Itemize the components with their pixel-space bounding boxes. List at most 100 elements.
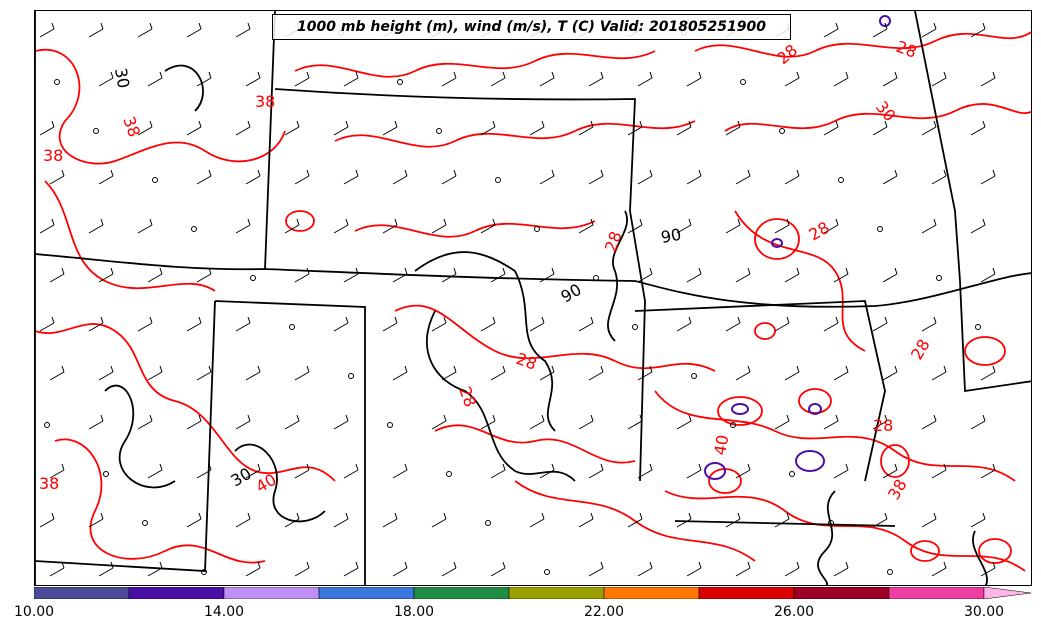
wind-barb	[333, 316, 349, 332]
wind-barb	[529, 316, 545, 332]
wind-barb	[49, 463, 65, 479]
wind-barb	[921, 218, 937, 234]
wind-barb	[980, 561, 996, 577]
wind-barb	[931, 71, 947, 87]
colorbar-cell	[413, 587, 510, 599]
wind-barb	[774, 414, 790, 430]
wind-barb	[441, 71, 457, 87]
wind-barb	[676, 218, 692, 234]
wind-barb	[431, 316, 447, 332]
colorbar-tick-label: 14.00	[203, 604, 245, 620]
wind-barb	[147, 267, 163, 283]
wind-barb	[833, 71, 849, 87]
wind-barb	[774, 316, 790, 332]
wind-barb	[725, 218, 741, 234]
wind-barb	[637, 267, 653, 283]
wind-barb	[529, 120, 545, 136]
wind-barb	[392, 561, 408, 577]
height-label: 30	[111, 66, 133, 89]
wind-barb	[637, 71, 653, 87]
temp-label: 28	[873, 416, 893, 435]
wind-barb	[392, 365, 408, 381]
wind-barb	[735, 365, 751, 381]
wind-barb	[39, 512, 55, 528]
wind-barb	[872, 120, 888, 136]
wind-barb	[343, 463, 359, 479]
wind-barb	[921, 512, 937, 528]
wind-barb	[686, 463, 702, 479]
wind-barb	[343, 169, 359, 185]
wind-barb	[774, 512, 790, 528]
wind-barb	[735, 169, 751, 185]
wind-barb	[490, 71, 506, 87]
wind-barb	[294, 365, 310, 381]
colorbar-cell	[698, 587, 795, 599]
wind-barb	[882, 365, 898, 381]
wind-barb	[137, 218, 153, 234]
wind-barb	[49, 267, 65, 283]
wind-barb	[147, 365, 163, 381]
wind-barb	[245, 71, 261, 87]
wind-barb	[970, 22, 986, 38]
wind-barb	[284, 512, 300, 528]
wind-barb	[833, 267, 849, 283]
calm-wind-marker	[485, 520, 491, 526]
colorbar-cell	[603, 587, 700, 599]
colorbar-cell	[223, 587, 320, 599]
wind-barb	[539, 463, 555, 479]
wind-barb	[784, 365, 800, 381]
wind-barb	[882, 267, 898, 283]
wind-barb	[235, 414, 251, 430]
wind-barb	[872, 316, 888, 332]
wind-barb	[637, 169, 653, 185]
colorbar-cell	[34, 587, 130, 599]
temp-label: 38	[119, 114, 144, 140]
wind-barb	[637, 561, 653, 577]
wind-barb	[39, 316, 55, 332]
wind-barb	[235, 512, 251, 528]
calm-wind-marker	[142, 520, 148, 526]
calm-wind-marker	[495, 177, 501, 183]
wind-barb	[98, 71, 114, 87]
wind-barb	[539, 169, 555, 185]
wind-barb	[186, 316, 202, 332]
wind-barb	[137, 120, 153, 136]
wind-barb	[98, 365, 114, 381]
calm-wind-marker	[534, 226, 540, 232]
wind-barb	[284, 120, 300, 136]
height-contours-and-borders	[35, 11, 1031, 585]
wind-barb	[441, 267, 457, 283]
wind-barb	[872, 22, 888, 38]
wind-barb	[637, 463, 653, 479]
wind-barb	[98, 169, 114, 185]
calm-wind-marker	[691, 373, 697, 379]
wind-barb	[578, 218, 594, 234]
temp-label: 28	[907, 336, 934, 363]
wind-barb	[88, 512, 104, 528]
calm-wind-marker	[593, 275, 599, 281]
wind-barb	[392, 463, 408, 479]
colorbar-tick-label: 30.00	[963, 604, 1005, 620]
temp-label: 28	[773, 40, 801, 68]
colorbar-tick-label: 22.00	[583, 604, 625, 620]
wind-barb	[686, 71, 702, 87]
wind-barb	[833, 463, 849, 479]
wind-barb	[147, 71, 163, 87]
wind-barb	[637, 365, 653, 381]
wind-barb	[686, 561, 702, 577]
wind-barb	[539, 71, 555, 87]
wind-barb	[245, 463, 261, 479]
wind-barb	[823, 218, 839, 234]
dark-contours	[704, 15, 891, 480]
wind-barb	[49, 169, 65, 185]
wind-barb	[627, 120, 643, 136]
calm-wind-marker	[44, 422, 50, 428]
calm-wind-marker	[936, 275, 942, 281]
colorbar	[34, 587, 1032, 599]
wind-barb	[294, 169, 310, 185]
wind-barb	[186, 512, 202, 528]
calm-wind-marker	[730, 422, 736, 428]
height-label: 30	[228, 464, 255, 491]
calm-wind-marker	[740, 79, 746, 85]
wind-barb	[980, 267, 996, 283]
